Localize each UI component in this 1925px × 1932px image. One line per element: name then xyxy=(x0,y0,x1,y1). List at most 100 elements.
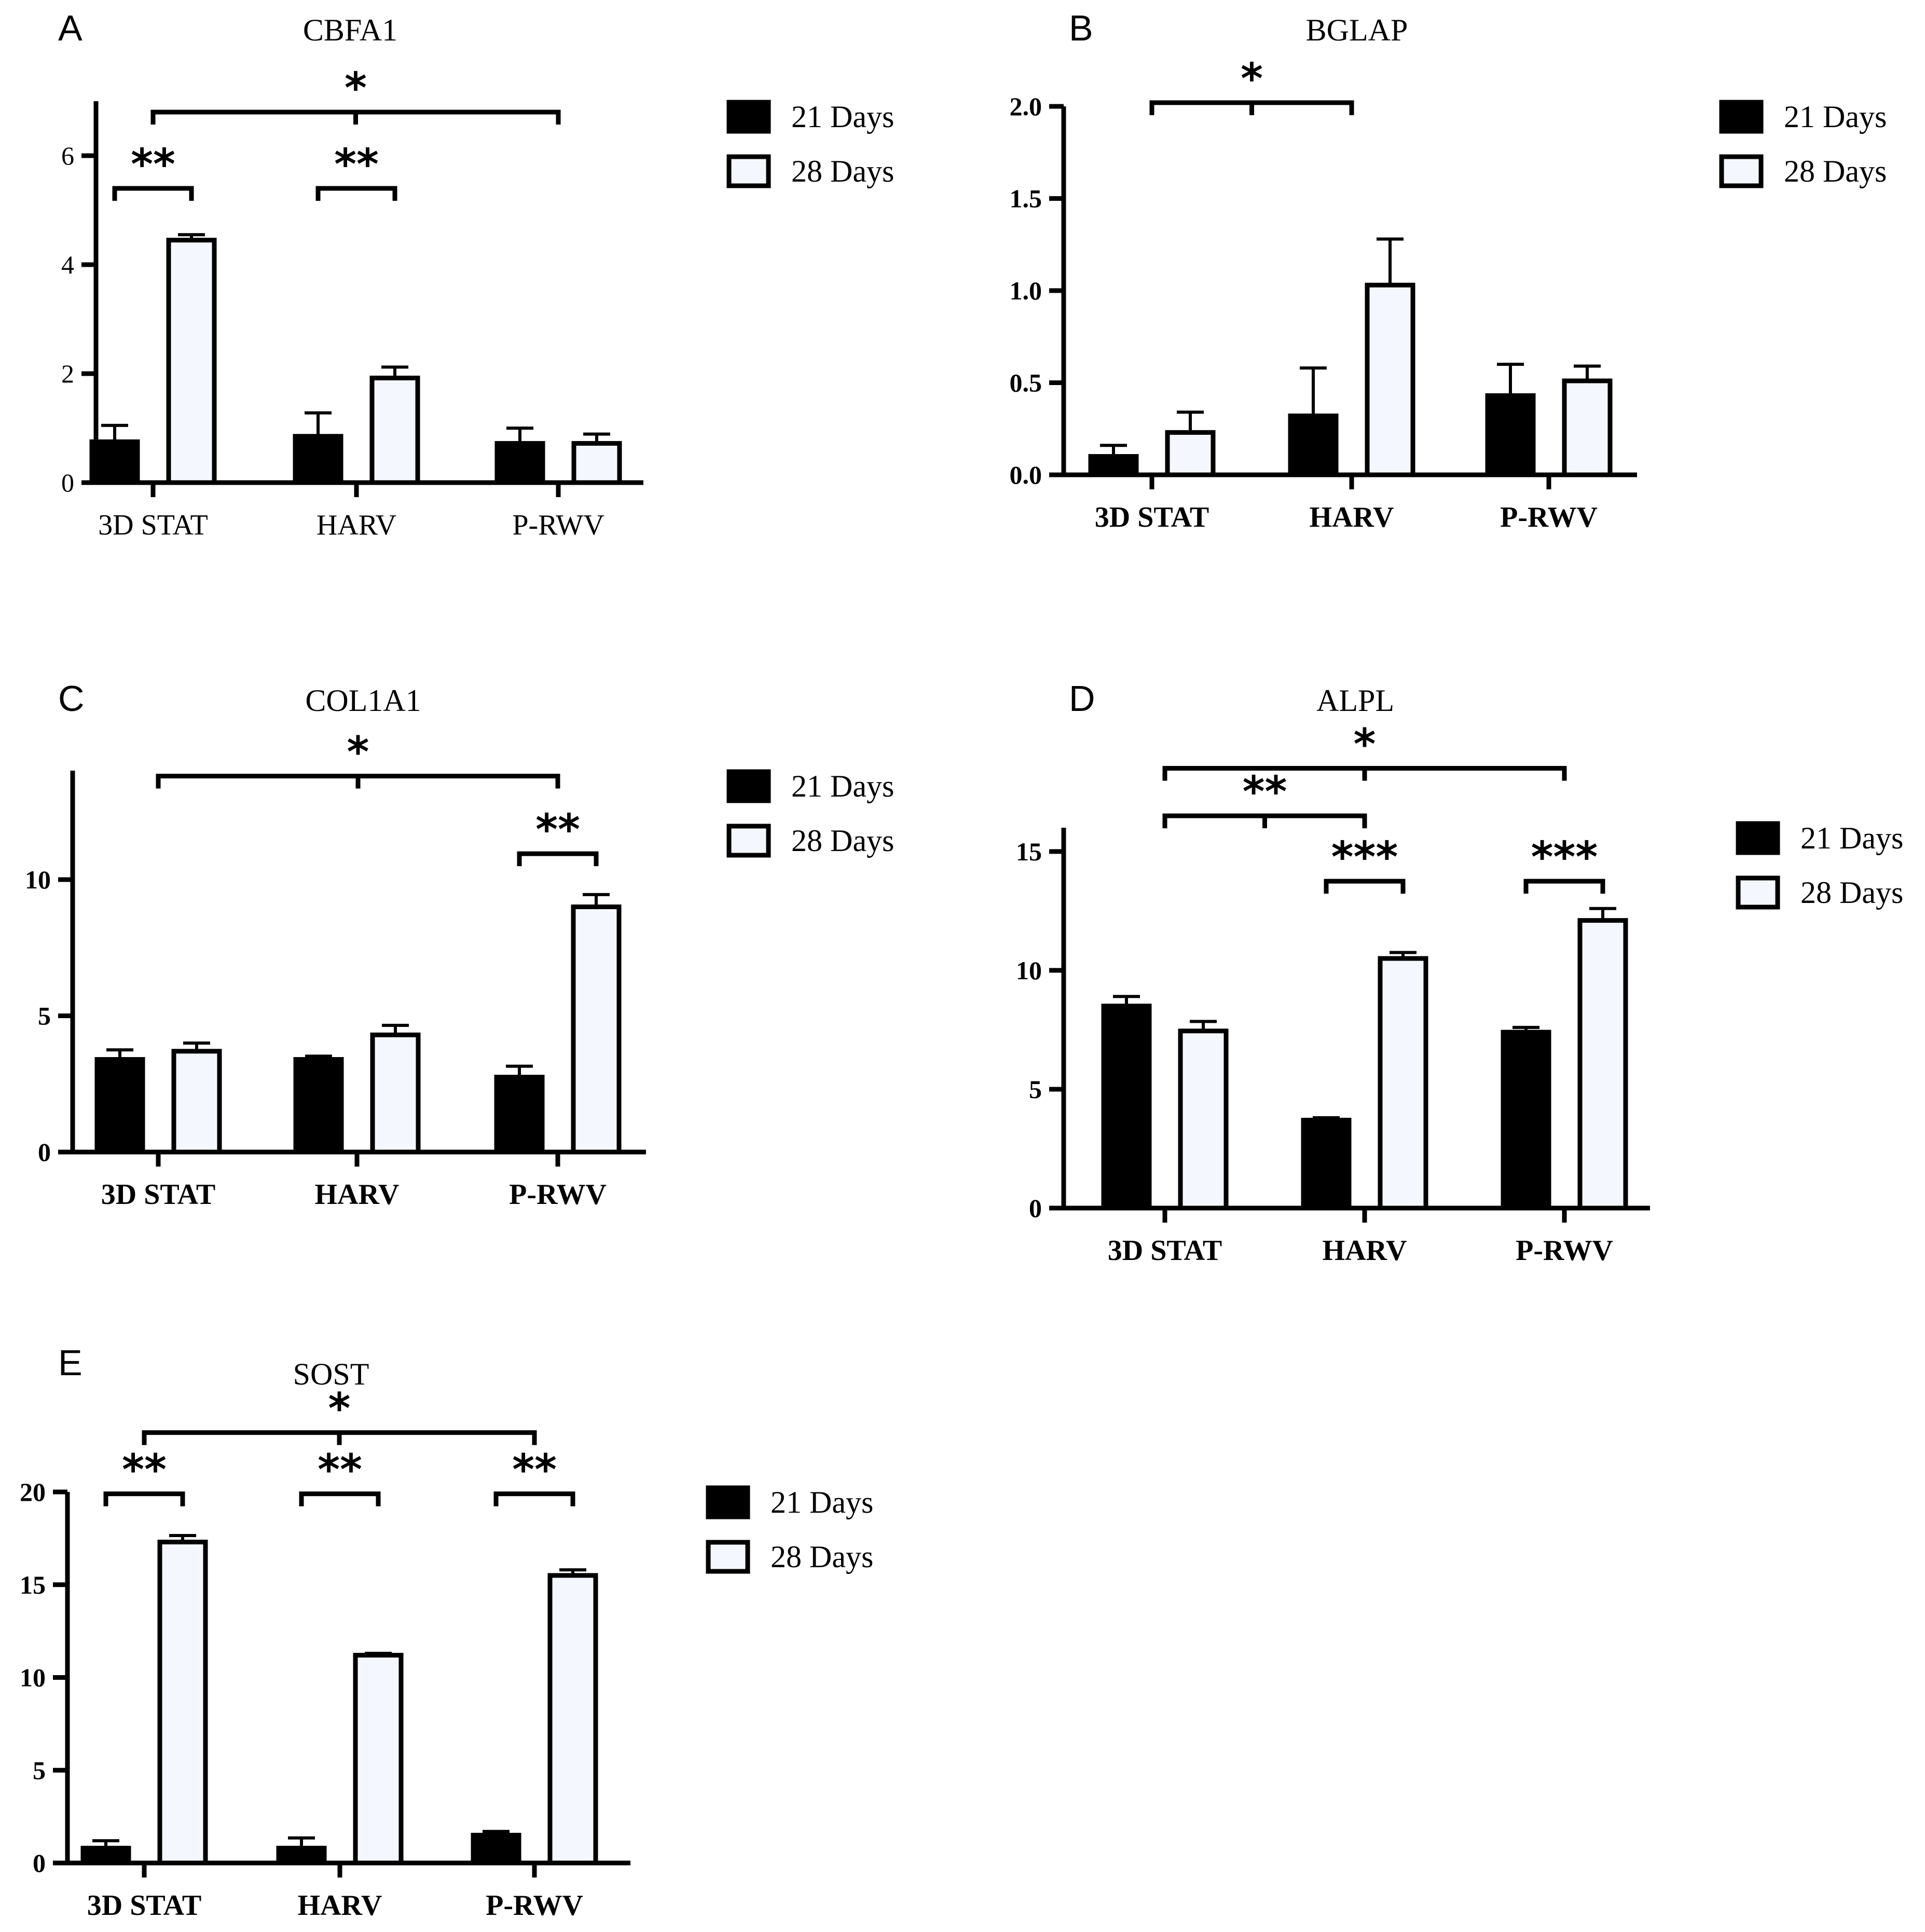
legend: 21 Days 28 Days xyxy=(1719,100,1887,188)
significance-label: ** xyxy=(318,1446,362,1495)
x-category-label: HARV xyxy=(1310,501,1394,533)
bar-28-days xyxy=(1378,956,1428,1211)
significance-bracket: ** xyxy=(1162,768,1367,829)
y-tick-label: 5 xyxy=(33,1756,46,1785)
legend-label: 28 Days xyxy=(771,1540,873,1574)
chart-panel-b: B BGLAP 0.0 0.5 1.0 1.5 2.0 3D STAT HARV P-RWV * 21… xyxy=(1010,8,1887,533)
significance-label: ** xyxy=(512,1446,557,1495)
legend-swatch-28-days xyxy=(726,824,771,858)
bar-28-days xyxy=(157,1540,208,1866)
bracket-line xyxy=(315,186,397,201)
legend: 21 Days 28 Days xyxy=(726,769,894,858)
legend-label: 28 Days xyxy=(791,824,894,858)
x-category-label: 3D STAT xyxy=(98,509,208,541)
bar-21-days xyxy=(1288,413,1339,477)
bar-28-days xyxy=(1165,430,1216,477)
bar-21-days xyxy=(89,439,140,485)
bar-28-days xyxy=(353,1653,404,1866)
significance-bracket: *** xyxy=(1523,833,1605,894)
legend-swatch-21-days xyxy=(726,769,771,803)
bar-21-days xyxy=(293,434,343,485)
legend-label: 28 Days xyxy=(1784,154,1887,188)
bar-28-days xyxy=(571,441,622,485)
chart-title: SOST xyxy=(293,1357,369,1391)
panel-letter: B xyxy=(1069,8,1093,48)
significance-bracket: ** xyxy=(112,140,194,201)
y-tick-label: 0 xyxy=(33,1848,46,1878)
legend-label: 21 Days xyxy=(791,100,894,134)
y-tick-label: 5 xyxy=(1029,1075,1042,1104)
y-tick-label: 0.5 xyxy=(1010,368,1042,398)
x-category-label: HARV xyxy=(298,1889,382,1922)
significance-label: * xyxy=(1354,720,1376,769)
legend-swatch-28-days xyxy=(1719,154,1764,188)
significance-bracket: ** xyxy=(493,1446,575,1506)
x-category-label: P-RWV xyxy=(1500,501,1598,533)
significance-label: * xyxy=(328,1385,351,1434)
bar-21-days xyxy=(494,1075,545,1155)
bracket-line xyxy=(1523,879,1605,894)
legend-swatch-21-days xyxy=(726,100,771,134)
legend-swatch-21-days xyxy=(1719,100,1764,134)
y-tick-label: 1.0 xyxy=(1010,276,1042,305)
bar-21-days xyxy=(1088,454,1139,477)
x-category-label: 3D STAT xyxy=(1095,501,1209,533)
bar-28-days xyxy=(370,1032,421,1155)
bar-28-days xyxy=(1178,1029,1229,1211)
legend-label: 21 Days xyxy=(1784,100,1887,134)
y-tick-label: 6 xyxy=(61,141,74,170)
significance-label: ** xyxy=(535,805,580,855)
bar-21-days xyxy=(471,1832,521,1866)
significance-bracket: ** xyxy=(103,1446,185,1506)
legend-swatch-21-days xyxy=(706,1485,750,1519)
significance-label: * xyxy=(345,64,367,113)
bar-28-days xyxy=(1365,282,1415,477)
x-category-label: P-RWV xyxy=(509,1179,607,1211)
bar-28-days xyxy=(1562,378,1613,477)
bracket-line xyxy=(1324,879,1406,894)
chart-title: BGLAP xyxy=(1306,13,1408,47)
y-tick-label: 4 xyxy=(61,250,74,279)
chart-title: COL1A1 xyxy=(305,683,421,718)
significance-bracket: ** xyxy=(517,805,599,867)
legend-label: 21 Days xyxy=(1800,821,1903,855)
bracket-line xyxy=(493,1491,575,1506)
x-category-label: HARV xyxy=(1323,1235,1407,1267)
legend-label: 28 Days xyxy=(1800,875,1903,910)
bar-28-days xyxy=(369,375,420,485)
bar-28-days xyxy=(1577,918,1628,1211)
y-tick-label: 10 xyxy=(25,865,51,894)
legend: 21 Days 28 Days xyxy=(726,100,894,188)
bracket-line xyxy=(1162,813,1367,829)
chart-title: ALPL xyxy=(1316,683,1394,718)
bar-28-days xyxy=(171,1049,222,1155)
y-tick-label: 0.0 xyxy=(1010,460,1042,489)
x-category-label: 3D STAT xyxy=(101,1179,215,1211)
y-tick-label: 2 xyxy=(61,359,74,388)
y-tick-label: 15 xyxy=(20,1570,46,1599)
bar-21-days xyxy=(1101,1004,1152,1211)
panel-letter: A xyxy=(58,8,82,48)
legend: 21 Days 28 Days xyxy=(706,1485,873,1574)
significance-bracket: ** xyxy=(299,1446,381,1506)
significance-label: *** xyxy=(1531,833,1598,882)
y-tick-label: 10 xyxy=(20,1663,46,1692)
y-tick-label: 5 xyxy=(38,1002,51,1031)
bracket-line xyxy=(517,851,599,867)
significance-bracket: * xyxy=(150,64,561,125)
significance-label: ** xyxy=(334,140,379,189)
significance-label: ** xyxy=(131,140,175,189)
significance-bracket: * xyxy=(1149,54,1354,115)
significance-label: ** xyxy=(122,1446,167,1495)
significance-label: ** xyxy=(1243,768,1287,817)
bar-21-days xyxy=(1501,1030,1551,1211)
bar-21-days xyxy=(94,1057,145,1155)
significance-label: *** xyxy=(1331,833,1398,882)
legend-label: 21 Days xyxy=(791,769,894,803)
legend: 21 Days 28 Days xyxy=(1736,821,1903,910)
bracket-line xyxy=(299,1491,381,1506)
y-tick-label: 1.5 xyxy=(1010,184,1042,213)
y-tick-label: 10 xyxy=(1016,956,1042,985)
